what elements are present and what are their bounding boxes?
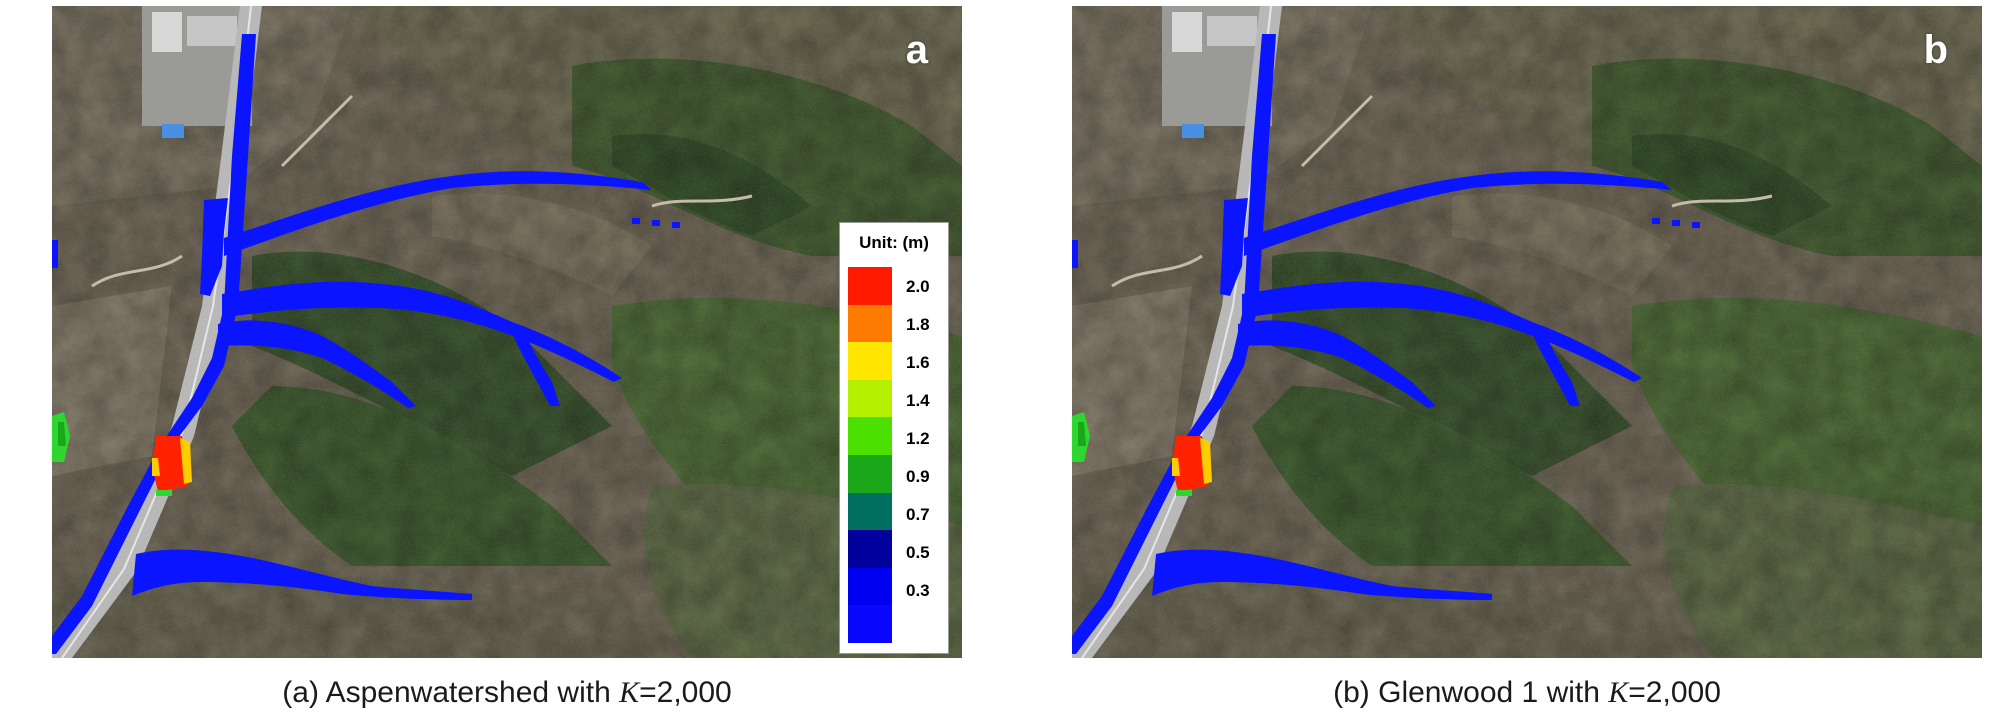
legend-swatch (848, 304, 892, 343)
panel-letter-b: b (1923, 28, 1948, 72)
legend-swatch (848, 530, 892, 568)
legend-label: 0.9 (906, 467, 930, 486)
legend-label: 1.8 (906, 315, 930, 334)
legend-title: Unit: (m) (859, 233, 929, 252)
caption-a-prefix: (a) Aspenwatershed with (282, 676, 620, 709)
legend-swatch (848, 454, 892, 493)
legend-swatch (848, 417, 892, 455)
caption-a-variable: K (619, 676, 640, 709)
depth-legend: Unit: (m) 2.0 1.8 1.6 1.4 1.2 0.9 0.7 0.… (839, 222, 949, 654)
caption-b-prefix: (b) Glenwood 1 with (1333, 676, 1609, 709)
legend-swatch (848, 267, 892, 305)
panel-letter-a: a (905, 28, 928, 72)
caption-a-value: =2,000 (639, 676, 732, 709)
legend-label: 1.2 (906, 429, 930, 448)
legend-swatch (848, 605, 892, 643)
aerial-map-b (1072, 6, 1982, 658)
caption-a: (a) Aspenwatershed with K=2,000 (52, 676, 962, 710)
caption-b-value: =2,000 (1628, 676, 1721, 709)
map-panel-b: b (1072, 6, 1982, 658)
legend-label: 0.7 (906, 505, 930, 524)
caption-b: (b) Glenwood 1 with K=2,000 (1072, 676, 1982, 710)
aerial-map-a (52, 6, 962, 658)
legend-swatch (848, 379, 892, 418)
legend-label: 1.4 (906, 391, 930, 410)
legend-label: 0.5 (906, 543, 930, 562)
legend-color-bar (848, 267, 892, 643)
legend-label: 0.3 (906, 581, 930, 600)
legend-swatch (848, 567, 892, 606)
legend-label: 1.6 (906, 353, 930, 372)
legend-swatch (848, 342, 892, 380)
legend-swatch (848, 492, 892, 531)
caption-b-variable: K (1608, 676, 1629, 709)
map-panel-a: a Unit: (m) 2.0 1.8 1.6 1.4 1.2 0.9 0.7 … (52, 6, 962, 658)
legend-label: 2.0 (906, 277, 930, 296)
